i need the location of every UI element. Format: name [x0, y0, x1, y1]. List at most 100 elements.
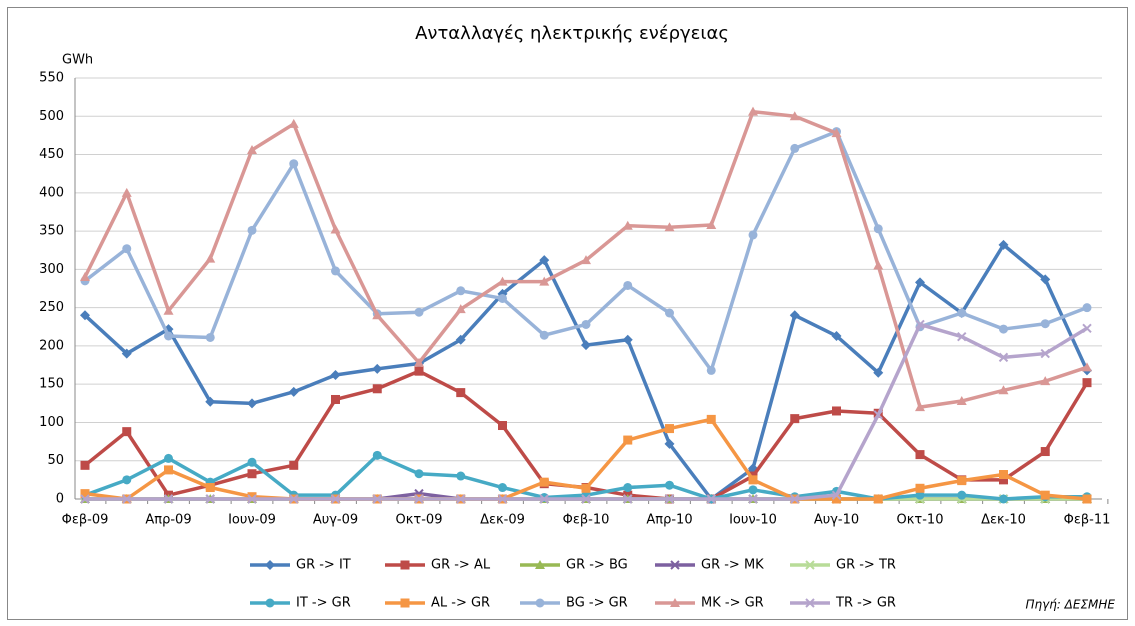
- legend-label: AL -> GR: [431, 596, 490, 611]
- marker: [664, 438, 675, 449]
- x-tick-label: Αυγ-09: [313, 513, 358, 528]
- marker: [288, 118, 299, 128]
- marker: [873, 224, 883, 234]
- marker: [670, 598, 680, 607]
- y-tick-label: 450: [39, 147, 64, 162]
- marker: [622, 220, 633, 230]
- x-tick-label: Ιουν-10: [729, 513, 777, 528]
- marker: [205, 253, 216, 263]
- marker: [498, 483, 507, 493]
- marker: [706, 219, 717, 229]
- chart-border: [7, 7, 1128, 620]
- marker: [289, 159, 299, 169]
- marker: [581, 340, 591, 351]
- marker: [122, 475, 132, 485]
- marker: [805, 560, 815, 570]
- legend-item: GR -> BG: [520, 558, 628, 573]
- marker: [1082, 323, 1092, 334]
- marker: [289, 460, 299, 470]
- marker: [456, 286, 466, 296]
- marker: [535, 598, 545, 608]
- marker: [164, 331, 173, 341]
- marker: [1040, 319, 1050, 329]
- marker: [372, 310, 383, 320]
- marker: [915, 277, 925, 288]
- marker: [122, 427, 132, 437]
- marker: [330, 369, 341, 380]
- marker: [247, 494, 257, 504]
- y-tick-label: 100: [39, 415, 64, 430]
- marker: [665, 424, 674, 434]
- marker: [873, 494, 883, 504]
- marker: [581, 319, 591, 329]
- legend-item: GR -> MK: [655, 558, 764, 573]
- marker: [706, 494, 716, 504]
- marker: [1040, 348, 1050, 359]
- marker: [790, 143, 800, 153]
- marker: [831, 330, 842, 341]
- marker: [915, 483, 925, 493]
- legend-item: GR -> IT: [250, 558, 351, 573]
- marker: [999, 494, 1008, 504]
- marker: [832, 406, 841, 416]
- marker: [122, 244, 132, 254]
- legend-item: GR -> TR: [790, 558, 896, 573]
- marker: [832, 494, 841, 504]
- marker: [1082, 303, 1092, 313]
- y-tick-label: 200: [39, 338, 64, 353]
- y-tick-label: 50: [47, 453, 64, 468]
- marker: [331, 394, 340, 404]
- y-tick-label: 150: [39, 377, 64, 392]
- marker: [539, 276, 550, 286]
- marker: [999, 324, 1008, 334]
- marker: [957, 476, 967, 486]
- marker: [1082, 362, 1092, 372]
- marker: [456, 471, 466, 481]
- marker: [665, 480, 674, 490]
- marker: [121, 348, 132, 359]
- marker: [915, 450, 925, 460]
- marker: [790, 414, 800, 424]
- marker: [1040, 490, 1050, 500]
- marker: [414, 357, 424, 367]
- marker: [873, 367, 884, 378]
- marker: [623, 483, 633, 493]
- marker: [372, 384, 382, 394]
- y-axis-label: GWh: [62, 53, 93, 68]
- y-tick-label: 300: [39, 262, 64, 277]
- marker: [247, 492, 257, 502]
- x-tick-label: Αυγ-10: [814, 513, 859, 528]
- marker: [873, 260, 884, 270]
- marker: [265, 598, 275, 608]
- legend-item: IT -> GR: [250, 596, 351, 611]
- marker: [205, 396, 216, 407]
- marker: [539, 255, 550, 266]
- marker: [539, 330, 549, 340]
- marker: [498, 293, 507, 303]
- marker: [456, 388, 466, 398]
- source-note: Πηγή: ΔΕΣΜΗΕ: [1025, 598, 1115, 612]
- chart-title: Ανταλλαγές ηλεκτρικής ενέργειας: [415, 23, 729, 44]
- marker: [400, 598, 410, 608]
- x-tick-label: Φεβ-09: [62, 513, 109, 528]
- marker: [805, 598, 815, 608]
- marker: [121, 187, 132, 197]
- marker: [414, 494, 424, 504]
- marker: [623, 435, 633, 445]
- legend-label: IT -> GR: [296, 596, 351, 611]
- marker: [247, 398, 257, 409]
- y-tick-label: 400: [39, 185, 64, 200]
- marker: [288, 386, 299, 397]
- legend-label: GR -> AL: [431, 558, 491, 573]
- marker: [400, 560, 410, 570]
- legend-label: BG -> GR: [566, 596, 628, 611]
- marker: [790, 494, 800, 504]
- marker: [789, 111, 800, 121]
- marker: [706, 414, 716, 424]
- marker: [748, 106, 758, 116]
- marker: [998, 385, 1009, 395]
- marker: [956, 396, 967, 406]
- marker: [957, 308, 967, 318]
